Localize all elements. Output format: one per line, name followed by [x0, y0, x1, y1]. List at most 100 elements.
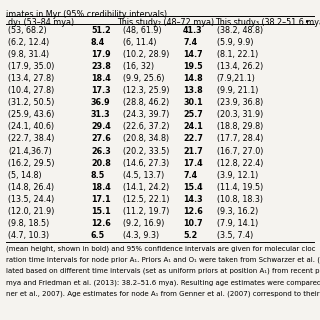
Text: (23.9, 36.8): (23.9, 36.8)	[217, 98, 263, 107]
Text: (14.1, 24.2): (14.1, 24.2)	[123, 183, 169, 192]
Text: 8.4: 8.4	[91, 38, 105, 47]
Text: 12.6: 12.6	[183, 207, 203, 216]
Text: 27.6: 27.6	[91, 134, 111, 143]
Text: mya and Friedman et al. (2013): 38.2–51.6 mya). Resulting age estimates were com: mya and Friedman et al. (2013): 38.2–51.…	[6, 279, 320, 286]
Text: (13.5, 24.4): (13.5, 24.4)	[8, 195, 54, 204]
Text: lated based on different time intervals (set as uniform priors at position A₁) f: lated based on different time intervals …	[6, 268, 320, 274]
Text: (12.0, 21.9): (12.0, 21.9)	[8, 207, 54, 216]
Text: imates in Myr (95% credibility intervals): imates in Myr (95% credibility intervals…	[6, 10, 168, 19]
Text: (4.3, 9.3): (4.3, 9.3)	[123, 231, 159, 240]
Text: (7.9,21.1): (7.9,21.1)	[217, 74, 256, 83]
Text: (6, 11.4): (6, 11.4)	[123, 38, 156, 47]
Text: 26.3: 26.3	[91, 147, 111, 156]
Text: 7.4: 7.4	[183, 38, 197, 47]
Text: (20.8, 34.8): (20.8, 34.8)	[123, 134, 169, 143]
Text: 20.8: 20.8	[91, 159, 111, 168]
Text: (9.9, 21.1): (9.9, 21.1)	[217, 86, 258, 95]
Text: (9.2, 16.9): (9.2, 16.9)	[123, 219, 164, 228]
Text: (6.2, 12.4): (6.2, 12.4)	[8, 38, 49, 47]
Text: (9.8, 18.5): (9.8, 18.5)	[8, 219, 49, 228]
Text: This study₂ (48–72 mya): This study₂ (48–72 mya)	[117, 18, 214, 27]
Text: (25.9, 43.6): (25.9, 43.6)	[8, 110, 54, 119]
Text: (18.8, 29.8): (18.8, 29.8)	[217, 122, 263, 132]
Text: (8.1, 22.1): (8.1, 22.1)	[217, 50, 258, 59]
Text: (9.3, 16.2): (9.3, 16.2)	[217, 207, 258, 216]
Text: (12.8, 22.4): (12.8, 22.4)	[217, 159, 263, 168]
Text: 30.1: 30.1	[183, 98, 203, 107]
Text: 14.8: 14.8	[183, 74, 203, 83]
Text: (11.4, 19.5): (11.4, 19.5)	[217, 183, 263, 192]
Text: (12.3, 25.9): (12.3, 25.9)	[123, 86, 170, 95]
Text: (24.1, 40.6): (24.1, 40.6)	[8, 122, 54, 132]
Text: (10.2, 28.9): (10.2, 28.9)	[123, 50, 170, 59]
Text: (5.9, 9.9): (5.9, 9.9)	[217, 38, 253, 47]
Text: 6.5: 6.5	[91, 231, 105, 240]
Text: (53, 68.2): (53, 68.2)	[8, 26, 47, 35]
Text: 8.5: 8.5	[91, 171, 105, 180]
Text: (20.2, 33.5): (20.2, 33.5)	[123, 147, 170, 156]
Text: (13.4, 27.8): (13.4, 27.8)	[8, 74, 54, 83]
Text: 5.2: 5.2	[183, 231, 197, 240]
Text: dy₁ (53–84 mya): dy₁ (53–84 mya)	[8, 18, 74, 27]
Text: This study₃ (38.2–51.6 mya): This study₃ (38.2–51.6 mya)	[215, 18, 320, 27]
Text: (5, 14.8): (5, 14.8)	[8, 171, 42, 180]
Text: ner et al., 2007). Age estimates for node A₁ from Genner et al. (2007) correspon: ner et al., 2007). Age estimates for nod…	[6, 291, 320, 297]
Text: 24.1: 24.1	[183, 122, 203, 132]
Text: 22.7: 22.7	[183, 134, 203, 143]
Text: 17.4: 17.4	[183, 159, 203, 168]
Text: 7.4: 7.4	[183, 171, 197, 180]
Text: (12.5, 22.1): (12.5, 22.1)	[123, 195, 170, 204]
Text: (14.8, 26.4): (14.8, 26.4)	[8, 183, 54, 192]
Text: (20.3, 31.9): (20.3, 31.9)	[217, 110, 263, 119]
Text: 31.3: 31.3	[91, 110, 110, 119]
Text: 14.3: 14.3	[183, 195, 203, 204]
Text: ▸: ▸	[306, 18, 309, 23]
Text: 14.7: 14.7	[183, 50, 203, 59]
Text: 15.4: 15.4	[183, 183, 203, 192]
Text: 51.2: 51.2	[91, 26, 111, 35]
Text: (4.7, 10.3): (4.7, 10.3)	[8, 231, 49, 240]
Text: 36.9: 36.9	[91, 98, 110, 107]
Text: (28.8, 46.2): (28.8, 46.2)	[123, 98, 169, 107]
Text: 15.1: 15.1	[91, 207, 110, 216]
Text: (24.3, 39.7): (24.3, 39.7)	[123, 110, 170, 119]
Text: 23.8: 23.8	[91, 62, 111, 71]
Text: (22.7, 38.4): (22.7, 38.4)	[8, 134, 54, 143]
Text: 17.1: 17.1	[91, 195, 110, 204]
Text: (17.9, 35.0): (17.9, 35.0)	[8, 62, 54, 71]
Text: 25.7: 25.7	[183, 110, 203, 119]
Text: 13.8: 13.8	[183, 86, 203, 95]
Text: (38.2, 48.8): (38.2, 48.8)	[217, 26, 263, 35]
Text: (11.2, 19.7): (11.2, 19.7)	[123, 207, 170, 216]
Text: 21.7: 21.7	[183, 147, 203, 156]
Text: 29.4: 29.4	[91, 122, 111, 132]
Text: (22.6, 37.2): (22.6, 37.2)	[123, 122, 170, 132]
Text: (10.4, 27.8): (10.4, 27.8)	[8, 86, 54, 95]
Text: (4.5, 13.7): (4.5, 13.7)	[123, 171, 164, 180]
Text: (16.7, 27.0): (16.7, 27.0)	[217, 147, 263, 156]
Text: (mean height, shown in bold) and 95% confidence intervals are given for molecula: (mean height, shown in bold) and 95% con…	[6, 245, 316, 252]
Text: (16, 32): (16, 32)	[123, 62, 154, 71]
Text: (16.2, 29.5): (16.2, 29.5)	[8, 159, 54, 168]
Text: 41.3: 41.3	[183, 26, 203, 35]
Text: (21.4,36.7): (21.4,36.7)	[8, 147, 52, 156]
Text: (3.9, 12.1): (3.9, 12.1)	[217, 171, 258, 180]
Text: 17.9: 17.9	[91, 50, 110, 59]
Text: 18.4: 18.4	[91, 74, 111, 83]
Text: (3.5, 7.4): (3.5, 7.4)	[217, 231, 253, 240]
Text: (48, 61.9): (48, 61.9)	[123, 26, 162, 35]
Text: (7.9, 14.1): (7.9, 14.1)	[217, 219, 258, 228]
Text: (9.8, 31.4): (9.8, 31.4)	[8, 50, 49, 59]
Text: (10.8, 18.3): (10.8, 18.3)	[217, 195, 263, 204]
Text: (9.9, 25.6): (9.9, 25.6)	[123, 74, 164, 83]
Text: 19.5: 19.5	[183, 62, 203, 71]
Text: (14.6, 27.3): (14.6, 27.3)	[123, 159, 169, 168]
Text: 10.7: 10.7	[183, 219, 203, 228]
Text: (31.2, 50.5): (31.2, 50.5)	[8, 98, 54, 107]
Text: (13.4, 26.2): (13.4, 26.2)	[217, 62, 263, 71]
Text: 12.6: 12.6	[91, 219, 111, 228]
Text: ration time intervals for node prior A₁. Priors A₁ and O₁ were taken from Schwar: ration time intervals for node prior A₁.…	[6, 257, 320, 263]
Text: (17.7, 28.4): (17.7, 28.4)	[217, 134, 263, 143]
Text: 17.3: 17.3	[91, 86, 110, 95]
Text: 18.4: 18.4	[91, 183, 111, 192]
